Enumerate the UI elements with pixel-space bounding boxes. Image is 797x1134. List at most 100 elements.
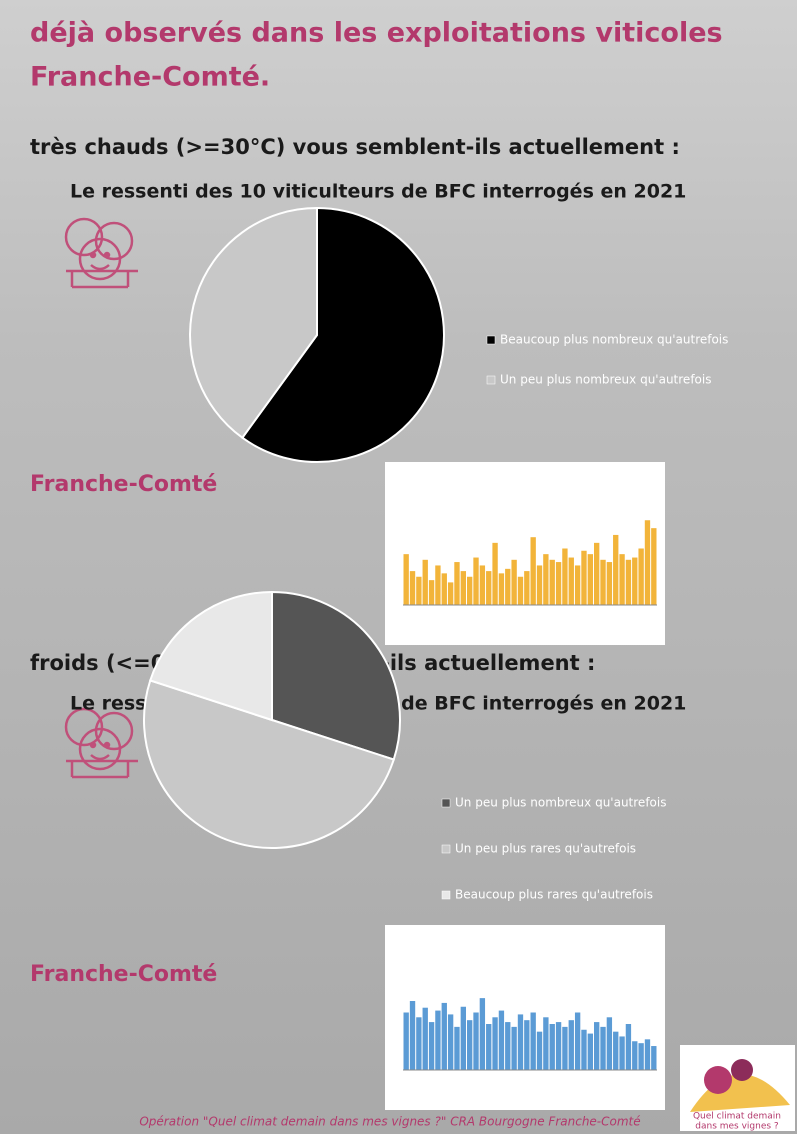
bar [626, 1024, 631, 1070]
bar [486, 571, 491, 605]
header-line: Franche-Comté. [30, 62, 270, 93]
bar [454, 1027, 459, 1070]
bar [480, 565, 485, 605]
bar [511, 560, 516, 605]
region: Franche-Comté [30, 472, 217, 497]
bar [492, 543, 497, 605]
bar [423, 560, 428, 605]
bar [473, 558, 478, 605]
bar [638, 549, 643, 606]
bar [505, 569, 510, 605]
legend-label: Un peu plus rares qu'autrefois [455, 842, 636, 856]
bar [486, 1024, 491, 1070]
bar [505, 1022, 510, 1070]
bar [562, 549, 567, 606]
bar [467, 577, 472, 605]
bar [645, 1039, 650, 1070]
bar [499, 573, 504, 605]
bar [404, 554, 409, 605]
bar [607, 562, 612, 605]
bar [448, 582, 453, 605]
legend-label: Beaucoup plus nombreux qu'autrefois [500, 333, 728, 347]
bar [588, 554, 593, 605]
bar [569, 558, 574, 605]
bar [435, 565, 440, 605]
bar [454, 562, 459, 605]
bar [461, 1007, 466, 1070]
bar [429, 580, 434, 605]
bar [613, 1032, 618, 1070]
footer: Opération "Quel climat demain dans mes v… [139, 1115, 640, 1129]
legend-swatch [442, 845, 450, 853]
bar [550, 1024, 555, 1070]
mini-chart-panel [385, 462, 665, 645]
bar [429, 1022, 434, 1070]
bar [632, 1041, 637, 1070]
legend-swatch [487, 376, 495, 384]
bar [619, 554, 624, 605]
bar [537, 1032, 542, 1070]
bar [651, 1046, 656, 1070]
bar [416, 577, 421, 605]
legend-label: Un peu plus nombreux qu'autrefois [500, 373, 711, 387]
bar [467, 1020, 472, 1070]
legend-label: Un peu plus nombreux qu'autrefois [455, 796, 666, 810]
bar [416, 1017, 421, 1070]
header-line: déjà observés dans les exploitations vit… [30, 18, 723, 49]
bar [556, 1022, 561, 1070]
bar [448, 1014, 453, 1070]
bar [588, 1034, 593, 1070]
bar [524, 1020, 529, 1070]
bar [461, 571, 466, 605]
bar [569, 1020, 574, 1070]
bar [404, 1013, 409, 1071]
bar [575, 1013, 580, 1071]
bar [423, 1008, 428, 1070]
bar [435, 1011, 440, 1070]
bar [562, 1027, 567, 1070]
bar [619, 1036, 624, 1070]
logo-text: Quel climat demain [693, 1112, 781, 1122]
bar [600, 1027, 605, 1070]
chart-title: Le ressenti des 10 viticulteurs de BFC i… [70, 181, 686, 203]
logo: Quel climat demain dans mes vignes ? [680, 1045, 795, 1132]
bar [480, 998, 485, 1070]
bar [499, 1011, 504, 1070]
legend-label: Beaucoup plus rares qu'autrefois [455, 888, 653, 902]
bar [543, 1017, 548, 1070]
bar [518, 1014, 523, 1070]
bar [518, 577, 523, 605]
logo-grape [704, 1066, 732, 1094]
bar [594, 1022, 599, 1070]
bar [473, 1013, 478, 1071]
bar [442, 573, 447, 605]
bar [442, 1003, 447, 1070]
bar [531, 1013, 536, 1071]
question: très chauds (>=30°C) vous semblent-ils a… [30, 135, 680, 159]
logo-grape [731, 1059, 753, 1081]
bar [600, 560, 605, 605]
poster: déjà observés dans les exploitations vit… [0, 0, 797, 1134]
bar [511, 1027, 516, 1070]
bar [531, 537, 536, 605]
bar [543, 554, 548, 605]
bar [556, 562, 561, 605]
bar [492, 1017, 497, 1070]
bar [638, 1043, 643, 1070]
bar [645, 520, 650, 605]
bar [581, 551, 586, 605]
bar [575, 565, 580, 605]
bar [410, 571, 415, 605]
logo-text: dans mes vignes ? [695, 1122, 779, 1132]
bar [594, 543, 599, 605]
region: Franche-Comté [30, 962, 217, 987]
legend-swatch [442, 799, 450, 807]
bar [632, 558, 637, 605]
bar [524, 571, 529, 605]
bar [537, 565, 542, 605]
bar [626, 560, 631, 605]
legend-swatch [487, 336, 495, 344]
bar [651, 528, 656, 605]
bar [581, 1030, 586, 1070]
bar [550, 560, 555, 605]
